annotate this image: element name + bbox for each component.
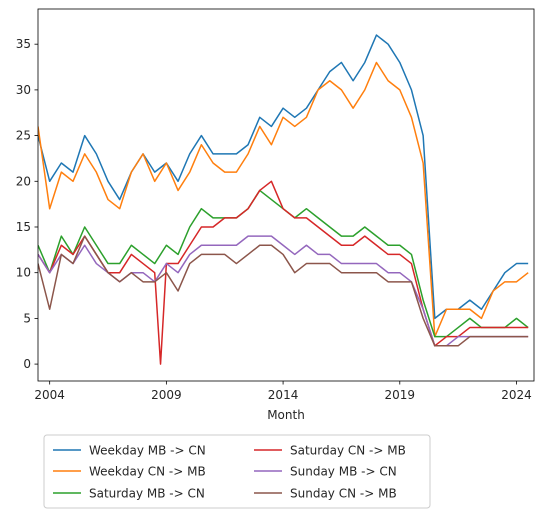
x-axis: 2004 2009 2014 2019 2024 [34,381,532,402]
x-axis-label: Month [267,408,305,422]
y-tick-label: 5 [23,311,31,325]
y-tick-label: 20 [16,174,31,188]
y-axis: 0 5 10 15 20 25 30 35 [16,37,38,371]
legend-label: Weekday MB -> CN [89,444,206,458]
x-tick-label: 2009 [151,388,182,402]
y-tick-label: 15 [16,220,31,234]
x-tick-label: 2014 [268,388,299,402]
series-line-3 [38,189,529,338]
y-tick-label: 0 [23,357,31,371]
series-layer [38,34,529,365]
x-tick-label: 2024 [501,388,532,402]
legend-label: Weekday CN -> MB [89,465,206,479]
series-line-4 [38,180,529,365]
legend: Weekday MB -> CN Weekday CN -> MB Saturday… [43,434,431,509]
y-tick-label: 35 [16,37,31,51]
legend-label: Sunday CN -> MB [290,487,397,501]
plot-frame [37,8,535,382]
legend-box [43,434,431,509]
series-line-2 [38,61,529,338]
x-tick-label: 2019 [385,388,416,402]
y-tick-label: 25 [16,129,31,143]
y-tick-label: 10 [16,266,31,280]
x-tick-label: 2004 [34,388,65,402]
series-line-6 [38,235,529,347]
legend-label: Sunday MB -> CN [290,465,397,479]
legend-label: Saturday CN -> MB [290,444,406,458]
legend-label: Saturday MB -> CN [89,487,205,501]
y-tick-label: 30 [16,83,31,97]
